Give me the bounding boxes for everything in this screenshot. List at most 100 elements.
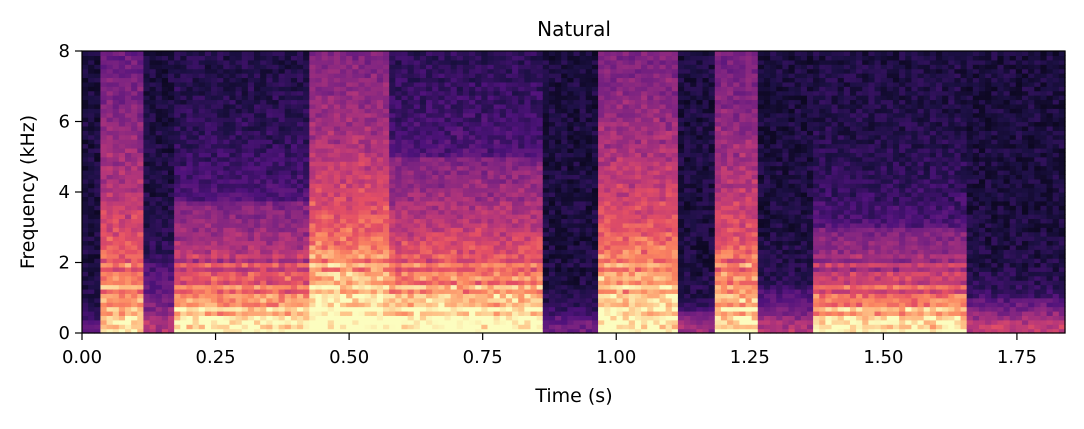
heatmap-cell [413, 192, 421, 198]
heatmap-cell [462, 244, 470, 250]
heatmap-cell [254, 51, 261, 57]
heatmap-cell [542, 112, 550, 118]
heatmap-cell [530, 253, 538, 259]
heatmap-cell [229, 310, 237, 316]
heatmap-cell [143, 253, 151, 259]
heatmap-cell [370, 315, 378, 321]
heatmap-cell [376, 169, 384, 175]
heatmap-cell [444, 244, 452, 250]
heatmap-cell [450, 240, 458, 246]
heatmap-cell [456, 147, 464, 153]
heatmap-cell [315, 174, 323, 180]
heatmap-cell [94, 64, 102, 70]
heatmap-cell [315, 319, 323, 325]
heatmap-cell [247, 244, 255, 250]
heatmap-cell [309, 227, 317, 233]
heatmap-cell [118, 262, 126, 268]
heatmap-cell [186, 310, 194, 316]
heatmap-cell [82, 117, 89, 123]
heatmap-cell [524, 108, 532, 114]
heatmap-cell [229, 293, 237, 299]
heatmap-cell [530, 161, 538, 167]
heatmap-cell [358, 112, 366, 118]
heatmap-cell [297, 236, 304, 242]
heatmap-cell [524, 310, 532, 316]
heatmap-cell [254, 227, 261, 233]
heatmap-cell [438, 205, 446, 211]
heatmap-cell [149, 319, 157, 325]
heatmap-cell [217, 68, 224, 74]
heatmap-cell [278, 134, 286, 140]
heatmap-cell [327, 121, 335, 127]
heatmap-cell [401, 262, 409, 268]
heatmap-cell [143, 99, 151, 105]
heatmap-cell [340, 222, 347, 228]
heatmap-cell [94, 156, 102, 162]
heatmap-cell [524, 205, 532, 211]
heatmap-cell [481, 73, 489, 79]
heatmap-cell [161, 77, 169, 83]
heatmap-cell [499, 310, 507, 316]
heatmap-cell [383, 244, 390, 250]
heatmap-cell [168, 139, 175, 145]
heatmap-cell [211, 328, 218, 334]
heatmap-cell [450, 174, 458, 180]
heatmap-cell [327, 293, 335, 299]
heatmap-cell [340, 284, 347, 290]
heatmap-cell [469, 77, 476, 83]
heatmap-cell [475, 134, 482, 140]
heatmap-cell [297, 174, 304, 180]
heatmap-cell [88, 121, 95, 127]
heatmap-cell [106, 231, 114, 237]
heatmap-cell [155, 249, 163, 255]
heatmap-cell [272, 152, 280, 158]
heatmap-cell [192, 302, 200, 308]
heatmap-cell [247, 156, 255, 162]
heatmap-cell [444, 209, 452, 215]
heatmap-cell [211, 222, 218, 228]
heatmap-cell [505, 275, 513, 281]
heatmap-cell [241, 125, 249, 131]
heatmap-cell [192, 147, 200, 153]
heatmap-cell [303, 315, 310, 321]
heatmap-cell [254, 205, 261, 211]
heatmap-cell [247, 271, 255, 277]
heatmap-cell [395, 214, 403, 220]
heatmap-cell [174, 99, 181, 105]
heatmap-cell [254, 125, 261, 131]
heatmap-cell [493, 214, 501, 220]
heatmap-cell [389, 222, 396, 228]
heatmap-cell [100, 328, 108, 334]
heatmap-cell [149, 293, 157, 299]
heatmap-cell [333, 112, 341, 118]
heatmap-cell [450, 266, 458, 272]
heatmap-cell [186, 240, 194, 246]
heatmap-cell [340, 55, 347, 61]
heatmap-cell [401, 218, 409, 224]
heatmap-cell [278, 302, 286, 308]
heatmap-cell [419, 218, 427, 224]
heatmap-cell [548, 183, 556, 189]
heatmap-cell [272, 236, 280, 242]
heatmap-cell [241, 306, 249, 312]
heatmap-cell [106, 306, 114, 312]
heatmap-cell [530, 77, 538, 83]
heatmap-cell [548, 302, 556, 308]
heatmap-cell [432, 319, 439, 325]
heatmap-cell [438, 178, 446, 184]
heatmap-cell [512, 95, 519, 101]
heatmap-cell [327, 227, 335, 233]
heatmap-cell [229, 143, 237, 149]
heatmap-cell [94, 284, 102, 290]
heatmap-cell [370, 275, 378, 281]
heatmap-cell [438, 112, 446, 118]
heatmap-cell [106, 244, 114, 250]
heatmap-cell [260, 90, 267, 96]
heatmap-cell [235, 302, 243, 308]
heatmap-cell [555, 178, 562, 184]
heatmap-cell [469, 196, 476, 202]
heatmap-cell [284, 99, 292, 105]
heatmap-cell [548, 315, 556, 321]
heatmap-cell [426, 218, 433, 224]
heatmap-cell [309, 297, 317, 303]
